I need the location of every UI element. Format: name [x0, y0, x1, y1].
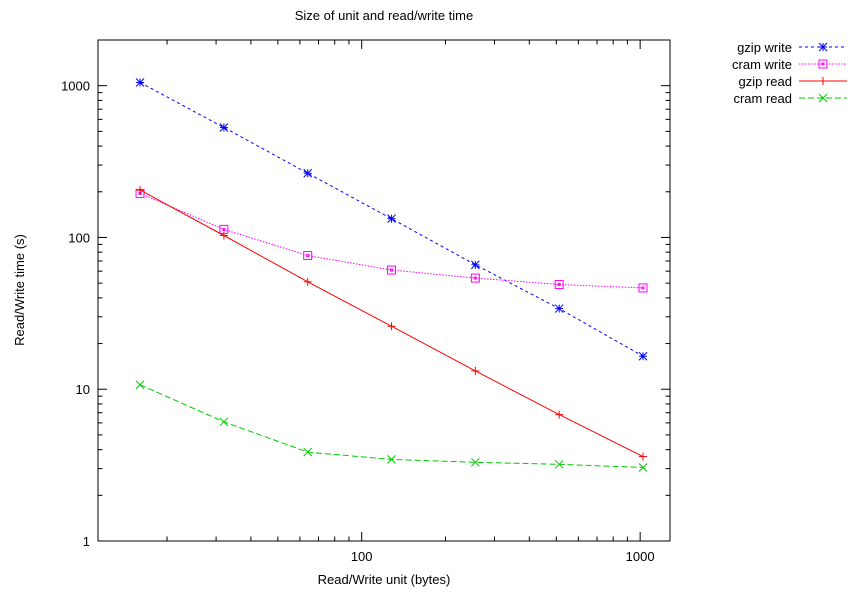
marker-stroke: [387, 265, 397, 275]
data-point-cram-read: [219, 417, 229, 427]
data-point-gzip-read: [555, 410, 564, 419]
data-point-gzip-write: [303, 168, 313, 178]
marker-stroke: [303, 168, 313, 178]
marker-stroke: [818, 93, 828, 103]
legend-marker-gzip-write: [818, 42, 828, 52]
data-point-gzip-write: [219, 123, 229, 132]
data-point-cram-write: [470, 273, 480, 283]
x-tick-label: 100: [351, 549, 373, 564]
data-point-gzip-write: [387, 214, 396, 224]
data-point-gzip-write: [638, 351, 648, 361]
legend-label-cram-read: cram read: [733, 91, 792, 106]
x-axis: 100 1000: [166, 40, 655, 564]
marker-stroke: [219, 123, 229, 132]
marker-stroke: [303, 251, 313, 261]
marker-stroke: [219, 417, 229, 427]
marker-stroke: [390, 268, 394, 272]
marker-stroke: [641, 286, 645, 290]
data-point-cram-read: [471, 457, 480, 467]
data-point-cram-write: [387, 265, 397, 275]
y-tick-label: 10: [76, 382, 90, 397]
data-point-gzip-write: [554, 304, 564, 313]
marker-stroke: [135, 380, 145, 390]
series-line-cram-write: [139, 192, 644, 289]
data-point-gzip-read: [219, 231, 228, 240]
data-point-cram-write: [638, 283, 648, 293]
x-axis-label: Read/Write unit (bytes): [318, 572, 451, 587]
marker-stroke: [557, 282, 561, 286]
series-layer: [135, 78, 648, 472]
legend-label-gzip-write: gzip write: [737, 40, 792, 55]
y-axis: 1 10 100 1000: [61, 39, 670, 549]
marker-stroke: [303, 447, 313, 457]
marker-stroke: [554, 279, 564, 289]
data-point-gzip-read: [639, 452, 648, 461]
legend-marker-gzip-read: [819, 77, 827, 85]
legend-marker-cram-write: [818, 59, 828, 69]
marker-stroke: [471, 457, 480, 467]
marker-stroke: [387, 455, 396, 464]
data-point-gzip-read: [471, 366, 480, 375]
marker-stroke: [470, 273, 480, 283]
y-tick-label: 100: [68, 230, 90, 245]
data-point-cram-read: [554, 459, 564, 469]
legend: gzip write cram write gzip read cram read: [732, 40, 847, 106]
marker-stroke: [306, 254, 310, 258]
data-point-cram-read: [638, 463, 648, 472]
marker-stroke: [473, 276, 477, 280]
plot-frame: [97, 39, 671, 542]
marker-stroke: [554, 459, 564, 469]
y-tick-label: 1000: [61, 79, 90, 94]
data-point-cram-write: [554, 279, 564, 289]
marker-stroke: [471, 260, 480, 270]
data-point-cram-read: [387, 455, 396, 464]
chart-title: Size of unit and read/write time: [295, 8, 473, 23]
marker-stroke: [821, 62, 825, 66]
marker-stroke: [135, 78, 145, 87]
data-point-gzip-write: [471, 260, 480, 270]
marker-stroke: [222, 227, 226, 231]
data-point-cram-write: [303, 251, 313, 261]
series-line-cram-read: [139, 384, 644, 468]
marker-stroke: [387, 214, 396, 224]
legend-label-cram-write: cram write: [732, 57, 792, 72]
marker-stroke: [554, 304, 564, 313]
marker-stroke: [818, 59, 828, 69]
y-tick-label: 1: [83, 534, 90, 549]
legend-label-gzip-read: gzip read: [739, 74, 792, 89]
data-point-gzip-read: [387, 322, 396, 331]
data-point-gzip-read: [136, 186, 145, 195]
y-axis-label: Read/Write time (s): [12, 234, 27, 346]
x-tick-label: 1000: [626, 549, 655, 564]
marker-stroke: [638, 463, 648, 472]
marker-stroke: [638, 283, 648, 293]
marker-stroke: [638, 351, 648, 361]
data-point-gzip-read: [303, 277, 312, 286]
marker-stroke: [818, 42, 828, 52]
data-point-cram-read: [303, 447, 313, 457]
data-point-gzip-write: [135, 78, 145, 87]
data-point-cram-read: [135, 380, 145, 390]
legend-marker-cram-read: [818, 93, 828, 103]
